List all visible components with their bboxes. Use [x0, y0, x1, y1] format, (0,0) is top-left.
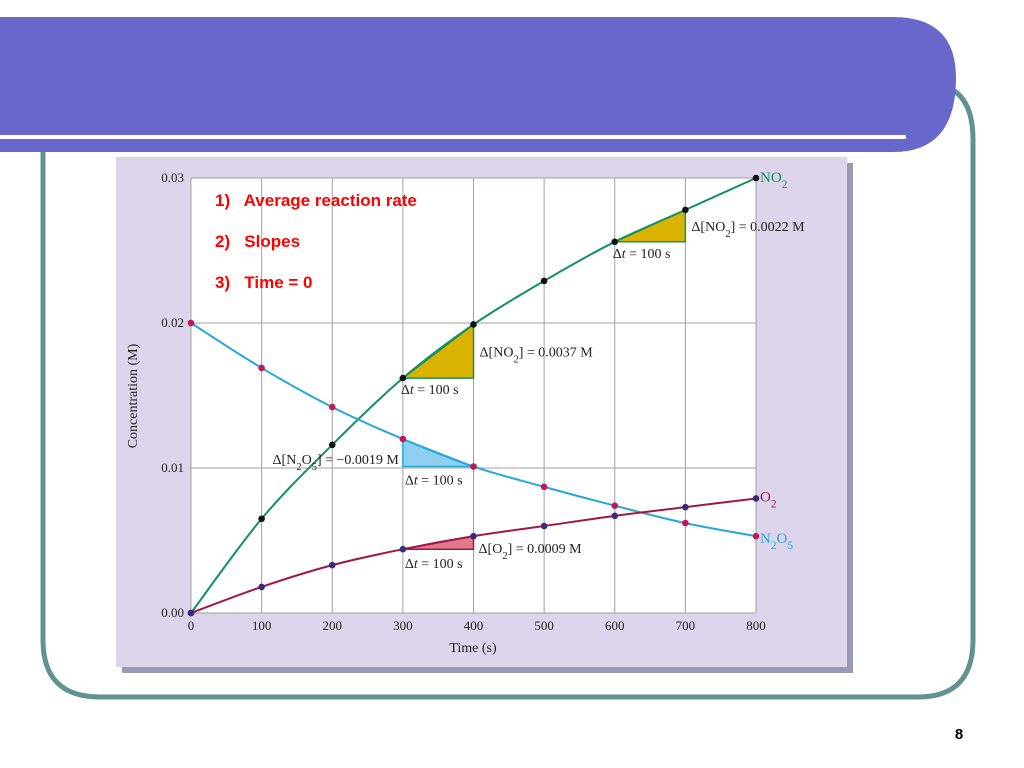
data-point-n2o5: [470, 463, 477, 470]
x-tick-label: 400: [464, 618, 484, 633]
x-tick-label: 100: [252, 618, 272, 633]
title-banner: [0, 17, 956, 152]
data-point-n2o5: [611, 502, 619, 510]
data-point-o2: [258, 583, 265, 591]
series-label-n2o5: N2O5: [760, 531, 793, 552]
y-tick-label: 0.01: [161, 460, 184, 475]
data-point-origin: [187, 609, 195, 617]
data-point-n2o5: [399, 435, 407, 443]
annotation-dt-label: Δt = 100 s: [613, 247, 671, 262]
annotation-delta-label: Δ[O2] = 0.0009 M: [479, 542, 583, 562]
x-tick-label: 300: [393, 618, 413, 633]
grid-lines: [190, 177, 757, 614]
page-number: 8: [954, 726, 964, 743]
data-point-o2: [470, 532, 477, 540]
data-point-no2: [470, 321, 477, 328]
x-tick-label: 200: [323, 618, 343, 633]
data-point-o2: [399, 545, 407, 553]
x-tick-label: 700: [676, 618, 696, 633]
note-item-1: 1) Average reaction rate: [215, 191, 417, 210]
annotation-delta-label: Δ[NO2] = 0.0022 M: [691, 220, 805, 240]
data-points: [187, 174, 760, 617]
data-point-no2: [328, 441, 336, 449]
x-tick-label: 800: [746, 618, 766, 633]
data-point-no2: [752, 174, 760, 182]
series-label-no2: NO2: [760, 170, 787, 191]
annotation-dt-label: Δt = 100 s: [405, 557, 463, 572]
y-tick-labels: 0.00 0.01 0.02 0.03: [161, 170, 184, 620]
data-point-o2: [328, 561, 336, 569]
x-tick-labels: 0 100 200 300 400 500 600 700 800: [188, 618, 766, 633]
data-point-o2: [682, 503, 689, 511]
data-point-n2o5: [682, 519, 689, 527]
y-axis-label: Concentration (M): [126, 343, 141, 448]
x-axis-label: Time (s): [449, 641, 497, 656]
annotations: Δ[NO2] = 0.0022 M Δt = 100 s Δ[NO2] = 0.00…: [273, 220, 806, 572]
note-item-3: 3) Time = 0: [215, 273, 312, 292]
data-point-o2: [611, 512, 619, 520]
annotation-dt-label: Δt = 100 s: [405, 474, 463, 489]
data-point-n2o5: [752, 532, 760, 540]
data-point-n2o5: [187, 319, 195, 327]
data-point-n2o5: [328, 403, 336, 411]
data-point-n2o5: [258, 364, 265, 372]
y-tick-label: 0.02: [161, 315, 184, 330]
data-point-no2: [611, 238, 619, 246]
data-point-no2: [399, 374, 407, 382]
data-point-o2: [752, 495, 760, 502]
annotation-delta-label: Δ[NO2] = 0.0037 M: [480, 345, 594, 365]
series-labels: NO2 N2O5 O2: [760, 170, 793, 552]
annotation-dt-label: Δt = 100 s: [401, 383, 459, 398]
data-point-no2: [682, 206, 689, 214]
data-point-o2: [540, 522, 548, 530]
x-tick-label: 500: [534, 618, 554, 633]
x-tick-label: 600: [605, 618, 625, 633]
data-point-no2: [258, 515, 265, 523]
y-tick-label: 0.00: [161, 605, 184, 620]
data-point-no2: [540, 277, 548, 285]
note-item-2: 2) Slopes: [215, 232, 300, 251]
series-label-o2: O2: [760, 489, 776, 510]
data-point-n2o5: [540, 483, 548, 491]
slide-frame: [40, 82, 976, 700]
x-tick-label: 0: [188, 618, 195, 633]
annotation-delta-label: Δ[N2O5] = −0.0019 M: [273, 453, 400, 473]
y-tick-label: 0.03: [161, 170, 184, 185]
series-line-no2: [190, 177, 757, 614]
